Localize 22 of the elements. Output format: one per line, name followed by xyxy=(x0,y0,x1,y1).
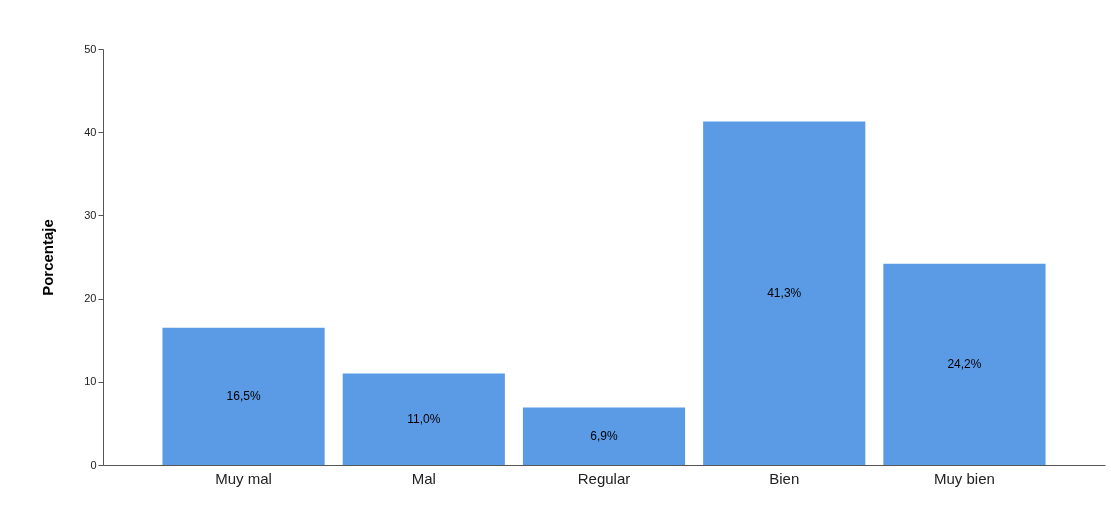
bar xyxy=(342,373,505,465)
y-tick-label: 10 xyxy=(84,375,97,388)
bar xyxy=(703,121,866,465)
y-tick-label: 50 xyxy=(84,42,97,55)
bar xyxy=(522,407,686,465)
data-label: 24,2% xyxy=(947,357,982,372)
y-tick-label: 30 xyxy=(84,208,97,221)
x-tick-label: Bien xyxy=(769,469,800,487)
y-tick-label: 0 xyxy=(90,458,97,471)
data-label: 16,5% xyxy=(226,389,261,404)
y-tick-label: 20 xyxy=(84,292,97,305)
bar xyxy=(883,263,1046,465)
bar xyxy=(162,327,325,465)
y-tick-label: 40 xyxy=(84,125,97,138)
x-tick-label: Regular xyxy=(577,469,631,487)
x-tick-label: Muy bien xyxy=(933,469,995,487)
x-tick-label: Mal xyxy=(411,469,436,487)
x-tick-label: Muy mal xyxy=(215,469,272,487)
data-label: 11,0% xyxy=(407,412,441,427)
data-label: 6,9% xyxy=(590,429,618,444)
y-axis-title: Porcentaje xyxy=(39,219,57,296)
data-label: 41,3% xyxy=(767,286,802,301)
